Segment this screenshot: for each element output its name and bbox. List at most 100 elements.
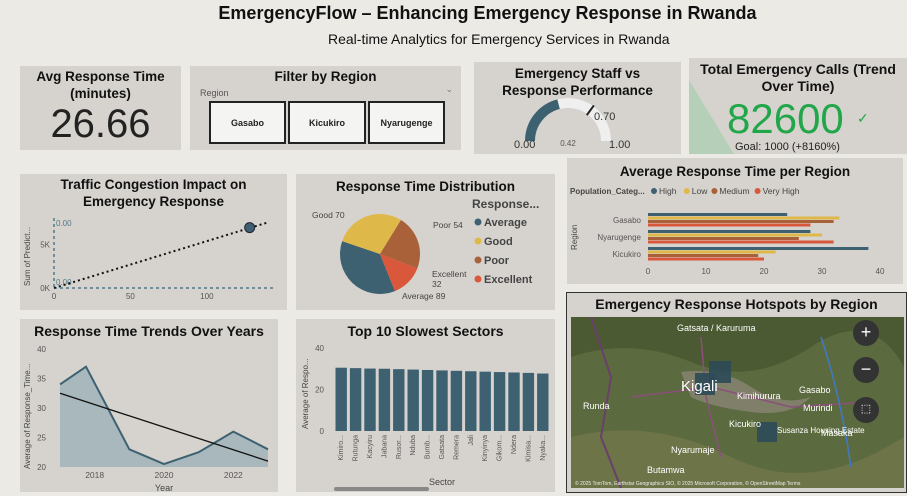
legend-marker [474,218,482,226]
gauge-max-label: 1.00 [609,139,630,151]
distribution-legend-title: Response... [472,197,539,211]
distribution-card: Response Time Distribution Response... G… [296,174,555,310]
bar [648,220,834,223]
y-tick-label: 0 [320,427,325,436]
page-title: EmergencyFlow – Enhancing Emergency Resp… [218,3,757,23]
filter-label: Region [200,88,229,98]
gauge-min-label: 0.00 [514,139,535,151]
zoom-in-button[interactable]: + [853,320,879,346]
map-title: Emergency Response Hotspots by Region [595,296,878,312]
legend-label: High [659,186,677,196]
map-label: Kicukiro [729,419,761,429]
slowest-ylabel: Average of Respo... [301,358,310,429]
x-tick-label: Kacyiru [367,435,374,458]
pie-slice [340,241,395,294]
map-label: Susanza Housing Estate [777,426,865,435]
avg-response-value: 26.66 [50,102,151,146]
x-tick-label: Gikom... [497,435,504,461]
pie-slice [342,214,401,254]
slowest-xlabel: Sector [429,477,455,487]
gauge-value-arc [525,99,561,142]
map-label: Kigali [681,378,718,395]
slowest-chart: Average of Respo... Sector 0 20 40 Kimiro..… [301,344,549,491]
map-view[interactable]: Gatsata / Karuruma Kigali Kimihurura Gas… [571,317,904,488]
legend-label: Excellent [484,274,533,286]
legend-marker [474,275,482,283]
bar [465,371,477,431]
traffic-chart: Sum of Predict... 0.00 0.00 0K 5K 0 50 100 [23,218,274,301]
pie-data-label: Poor 54 [433,220,463,230]
traffic-card: Traffic Congestion Impact on Emergency R… [20,174,287,310]
y-tick-label: 20 [37,463,46,472]
region-button-kicukiro[interactable]: Kicukiro [288,101,366,144]
region-button-nyarugenge[interactable]: Nyarugenge [368,101,445,144]
legend-marker [754,188,761,194]
pie-data-label: Excellent [432,269,467,279]
map-label: Nyarumaje [671,445,715,455]
bar [537,373,549,431]
slowest-title: Top 10 Slowest Sectors [347,323,504,339]
region-button-gasabo[interactable]: Gasabo [209,101,286,144]
avg-response-title: Avg Response Time (minutes) [36,69,165,101]
x-tick-label: Rusor... [396,435,403,459]
horizontal-scrollbar[interactable] [334,487,429,491]
bar [648,254,759,257]
x-tick-label: 50 [126,292,135,301]
trends-title: Response Time Trends Over Years [34,323,264,339]
y-tick-label: Nyarugenge [597,233,641,242]
staff-gauge-chart: 0.00 1.00 0.70 0.42 [514,98,630,151]
legend-marker [474,256,482,264]
legend-label: Medium [719,186,749,196]
bar [648,230,811,233]
total-calls-title: Total Emergency Calls (Trend Over Time) [700,61,896,94]
check-icon: ✓ [857,110,869,126]
total-calls-sparkline [689,80,734,154]
total-calls-card: Total Emergency Calls (Trend Over Time) … [689,58,907,154]
bar [648,213,788,216]
region-chart: Population_Categ... Region High Low Medium… [570,186,885,276]
region-legend-title: Population_Categ... [570,187,645,196]
scatter-point [244,222,256,234]
bar [648,237,799,240]
x-tick-label: Remera [453,435,460,460]
avg-response-card: Avg Response Time (minutes) 26.66 [20,66,181,150]
map-label: Runda [583,401,610,411]
bar [522,372,535,431]
map-label: Gasabo [799,385,831,395]
pie-data-label: Good 70 [312,210,345,220]
bar [648,250,776,254]
chevron-down-icon[interactable]: ⌄ [445,84,453,94]
distribution-title: Response Time Distribution [335,179,516,194]
pie-data-label: 32 [432,279,442,289]
y-tick-label: 0K [40,284,50,293]
staff-gauge-title: Emergency Staff vs Response Performance [502,66,653,98]
staff-gauge-card: Emergency Staff vs Response Performance … [474,62,681,154]
bar [493,372,506,431]
bar [479,371,491,431]
gauge-target-label: 0.70 [594,111,615,123]
legend-marker [651,188,657,194]
legend-marker [711,188,718,194]
hotspot-marker [757,422,777,442]
legend-label: Good [484,236,513,248]
bar [393,369,405,431]
x-tick-label: Nduba [410,435,417,456]
map-label: Butamwa [647,465,685,475]
x-tick-label: Kinyinya [482,435,489,462]
area-fill [60,366,268,467]
map-label: Masaka [821,428,853,438]
pie-data-label: Average 89 [402,291,446,301]
y-tick-label: 5K [40,240,50,249]
filter-title: Filter by Region [274,69,377,84]
pie-slice [380,219,420,269]
zoom-out-button[interactable]: − [853,357,879,383]
bar [648,247,869,250]
trend-line [53,221,269,289]
bar [421,369,434,431]
page-subtitle: Real-time Analytics for Emergency Servic… [328,31,670,47]
select-region-icon[interactable]: ⬚ [853,397,879,423]
legend-marker [683,188,690,194]
y-tick-label: 30 [37,404,46,413]
traffic-ylabel: Sum of Predict... [23,227,32,286]
